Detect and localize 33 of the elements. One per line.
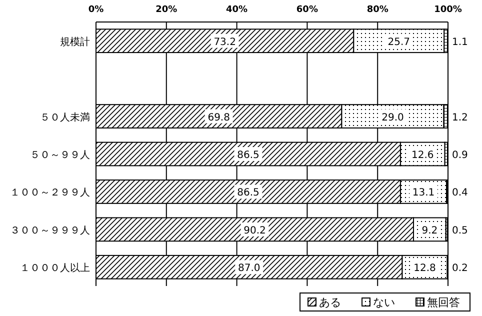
y-tick-label: ３００～９９９人 [10, 225, 90, 236]
data-label: 12.6 [412, 150, 434, 161]
data-label: 0.4 [452, 188, 468, 199]
data-label: 69.8 [208, 112, 230, 124]
data-label: 0.2 [452, 263, 468, 274]
y-tick-label: ５０人未満 [40, 111, 90, 124]
y-tick-label: 規模計 [60, 36, 90, 48]
legend-label: ない [373, 296, 395, 309]
data-label: 29.0 [382, 112, 404, 124]
data-label: 0.9 [452, 150, 468, 161]
data-label: 86.5 [237, 188, 260, 199]
x-tick-label: 60% [296, 5, 318, 15]
x-tick-label: 40% [226, 5, 248, 15]
data-label: 86.5 [237, 150, 260, 161]
legend-label: 無回答 [427, 296, 460, 309]
data-label: 0.5 [452, 225, 468, 236]
data-label: 90.2 [244, 225, 266, 236]
y-tick-label: ５０～９９人 [30, 150, 90, 161]
y-tick-label: １０００人以上 [20, 262, 90, 274]
x-tick-label: 0% [88, 5, 104, 15]
data-label: 73.2 [214, 36, 236, 48]
data-label: 12.8 [414, 263, 436, 274]
data-label: 1.2 [452, 112, 468, 124]
x-tick-label: 100% [434, 5, 462, 15]
x-tick-label: 20% [156, 5, 178, 15]
data-label: 9.2 [422, 225, 438, 236]
legend-label: ある [319, 296, 341, 309]
x-tick-label: 80% [366, 5, 388, 15]
data-label: 1.1 [452, 36, 468, 48]
data-label: 25.7 [388, 36, 410, 48]
y-tick-label: １００～２９９人 [10, 188, 90, 199]
data-label: 87.0 [238, 263, 260, 274]
data-label: 13.1 [412, 188, 435, 199]
